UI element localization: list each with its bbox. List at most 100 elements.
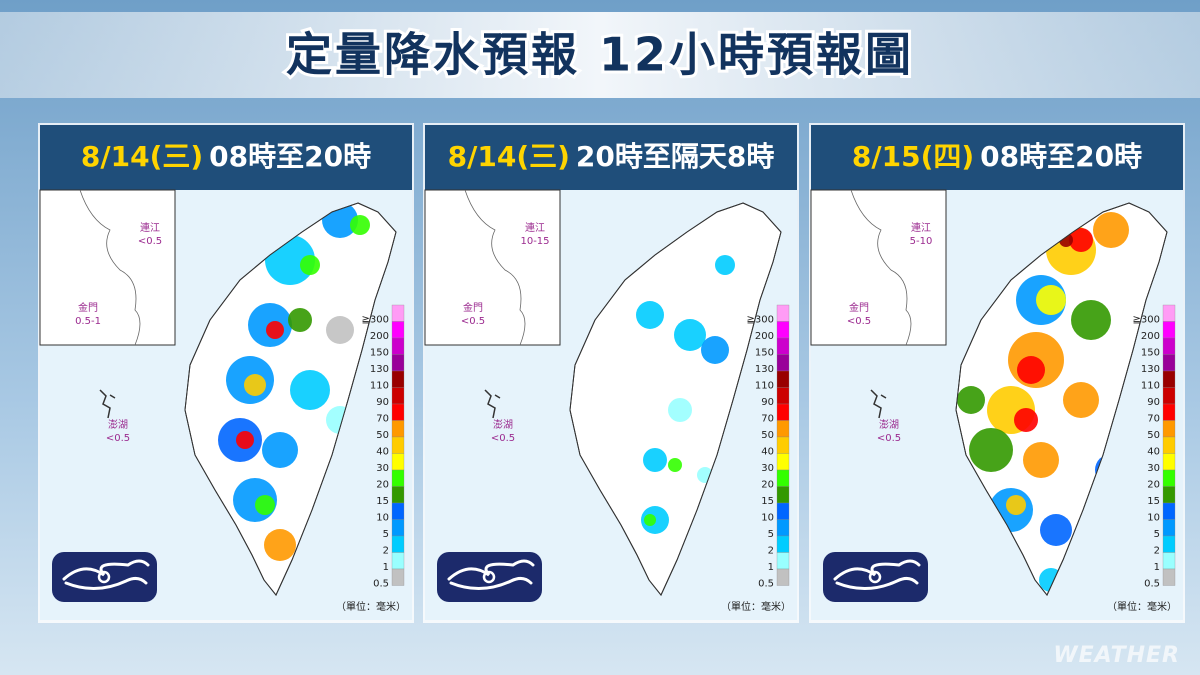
logo-dot: [482, 570, 496, 584]
legend-swatch: [1162, 535, 1176, 553]
heading-period: 20時至隔天8時: [576, 140, 774, 173]
rain-blob: [1017, 356, 1045, 384]
rain-blob: [1093, 212, 1129, 248]
island-name: 澎湖: [493, 419, 513, 431]
title: 定量降水預報 12小時預報圖: [286, 28, 914, 82]
legend-swatch: [1162, 568, 1176, 586]
island-value: 10-15: [520, 236, 549, 247]
inset: [39, 189, 176, 346]
legend-swatch: [391, 403, 405, 421]
legend-swatch: [776, 387, 790, 405]
legend-label: 70: [761, 414, 774, 425]
rain-blob: [300, 255, 320, 275]
legend-label: 20: [761, 480, 774, 491]
panel-heading: 8/15(四) 08時至20時: [852, 140, 1142, 173]
legend-swatch: [776, 436, 790, 454]
heading-period: 08時至20時: [209, 140, 371, 173]
legend-label: 1: [768, 562, 774, 573]
rain-blob: [1069, 228, 1093, 252]
rain-area: [218, 203, 370, 561]
legend-label: 130: [755, 364, 774, 375]
legend-swatch: [391, 337, 405, 355]
legend-label: 30: [1147, 463, 1160, 474]
island-name: 金門: [78, 301, 98, 314]
legend-swatch: [391, 486, 405, 504]
rain-blob: [1014, 408, 1038, 432]
legend-label: 0.5: [758, 579, 774, 590]
heading-weekday: (三): [516, 140, 570, 173]
legend-swatch: [1162, 519, 1176, 537]
rain-area: [636, 255, 735, 534]
legend-swatch: [1162, 321, 1176, 339]
legend-swatch: [391, 436, 405, 454]
coast-china: [850, 189, 912, 346]
legend-swatch: [776, 519, 790, 537]
legend-label: 40: [761, 447, 774, 458]
legend-label: 150: [1141, 348, 1160, 359]
island-value: 0.5-1: [75, 316, 101, 327]
unit: （單位：毫米）: [336, 600, 406, 613]
legend-swatch: [1162, 436, 1176, 454]
rain-blob: [969, 428, 1013, 472]
legend-label: 1: [383, 562, 389, 573]
legend-swatch: [391, 387, 405, 405]
legend-swatch: [1162, 403, 1176, 421]
legend-label: 50: [761, 430, 774, 441]
legend-swatch: [391, 304, 405, 322]
legend-label: 2: [383, 546, 389, 557]
legend-label: 130: [370, 364, 389, 375]
rain-blob: [715, 255, 735, 275]
heading-date: 8/15: [852, 140, 921, 173]
rain-blob: [644, 514, 656, 526]
legend-swatch: [776, 354, 790, 372]
coast-china: [79, 189, 141, 346]
island-value: 5-10: [910, 236, 933, 247]
legend-swatch: [1162, 387, 1176, 405]
legend-label: 200: [755, 331, 774, 342]
legend-swatch: [776, 304, 790, 322]
penghu: [99, 389, 116, 419]
legend-swatch: [391, 568, 405, 586]
legend-label: 200: [370, 331, 389, 342]
rain-blob: [668, 398, 692, 422]
legend-label: 40: [1147, 447, 1160, 458]
panel-heading: 8/14(三) 08時至20時: [81, 140, 371, 173]
legend-swatch: [1162, 420, 1176, 438]
panel-heading: 8/14(三) 20時至隔天8時: [448, 140, 775, 173]
legend-label: 20: [1147, 480, 1160, 491]
panel-header: [40, 125, 412, 190]
legend-swatch: [1162, 486, 1176, 504]
legend-label: 90: [376, 397, 389, 408]
rain-blob: [244, 374, 266, 396]
rain-blob: [1040, 514, 1072, 546]
rain-blob: [636, 301, 664, 329]
rain-blob: [643, 448, 667, 472]
logo-dot: [97, 570, 111, 584]
legend-swatch: [391, 370, 405, 388]
legend-label: 20: [376, 480, 389, 491]
legend-label: 0.5: [373, 579, 389, 590]
legend-swatch: [1162, 453, 1176, 471]
legend-swatch: [1162, 502, 1176, 520]
heading-date: 8/14: [448, 140, 517, 173]
legend-label: 30: [761, 463, 774, 474]
legend-label: 15: [1147, 496, 1160, 507]
penghu: [870, 389, 887, 419]
legend-swatch: [1162, 370, 1176, 388]
island-name: 連江: [525, 221, 545, 234]
heading-date: 8/14: [81, 140, 150, 173]
legend-swatch: [1162, 354, 1176, 372]
legend-label: 110: [1141, 381, 1160, 392]
legend-swatch: [776, 337, 790, 355]
legend-label: 110: [755, 381, 774, 392]
island-name: 連江: [140, 221, 160, 234]
taiwan-outline: [955, 202, 1168, 596]
legend-label: 130: [1141, 364, 1160, 375]
legend-label: 50: [376, 430, 389, 441]
island-value: <0.5: [491, 433, 515, 444]
rain-blob: [1006, 495, 1026, 515]
legend-label: 2: [1154, 546, 1160, 557]
legend-label: 5: [1154, 529, 1160, 540]
